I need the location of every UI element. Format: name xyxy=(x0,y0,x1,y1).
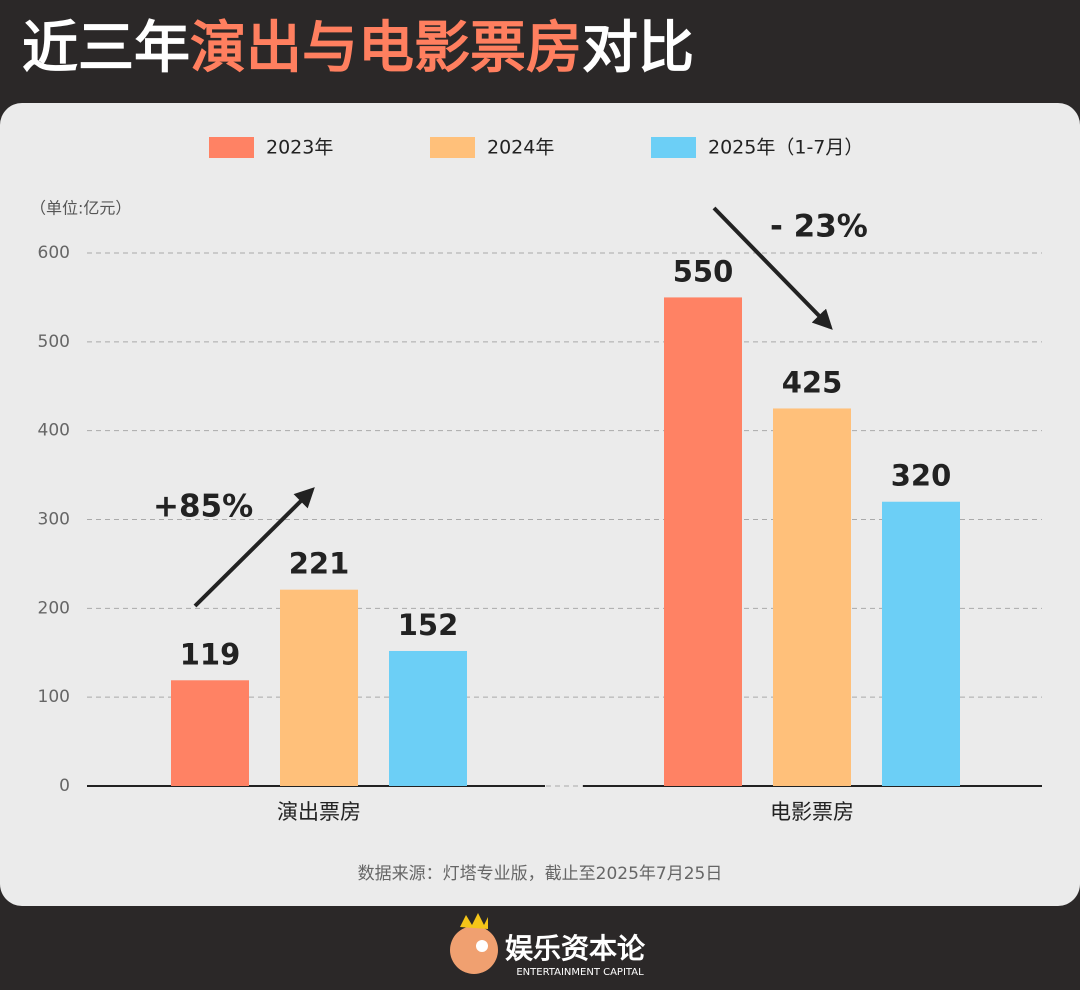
unit-label: （单位:亿元） xyxy=(30,199,131,218)
chart-title: 近三年演出与电影票房对比 xyxy=(22,16,694,81)
legend-swatch xyxy=(651,137,696,158)
x-tick-label: 演出票房 xyxy=(277,800,361,824)
bar xyxy=(773,408,851,786)
value-label: 425 xyxy=(782,365,843,399)
brand: 娱乐资本论 xyxy=(505,932,646,965)
legend-swatch xyxy=(430,137,475,158)
y-tick-label: 300 xyxy=(38,510,70,530)
y-tick-label: 400 xyxy=(38,421,70,441)
bar xyxy=(882,501,960,786)
value-label: 119 xyxy=(180,637,241,671)
y-tick-label: 600 xyxy=(38,243,70,263)
legend-swatch xyxy=(209,137,254,158)
arrow xyxy=(193,487,315,608)
title-part: 近三年 xyxy=(22,16,190,81)
value-label: 152 xyxy=(398,608,459,642)
value-label: 320 xyxy=(891,459,952,493)
bar xyxy=(171,680,249,786)
brand-subtitle: ENTERTAINMENT CAPITAL xyxy=(516,967,644,978)
legend-label: 2025年（1-7月） xyxy=(708,137,863,159)
title-part: 对比 xyxy=(582,16,694,81)
value-label: 550 xyxy=(673,254,734,288)
title-part: 演出与电影票房 xyxy=(190,16,582,81)
value-label: 221 xyxy=(289,547,350,581)
legend-label: 2024年 xyxy=(487,137,554,159)
annotation: +85% xyxy=(153,489,253,525)
source: 数据来源：灯塔专业版，截止至2025年7月25日 xyxy=(358,864,723,884)
bar xyxy=(280,589,358,786)
y-tick-label: 200 xyxy=(38,598,70,618)
y-tick-label: 500 xyxy=(38,332,70,352)
logo xyxy=(450,913,498,974)
annotation: - 23% xyxy=(770,209,868,245)
legend-label: 2023年 xyxy=(266,137,333,159)
y-tick-label: 100 xyxy=(38,687,70,707)
arrow xyxy=(712,206,833,330)
bar xyxy=(664,297,742,786)
y-tick-label: 0 xyxy=(59,776,70,796)
bar xyxy=(389,650,467,786)
x-tick-label: 电影票房 xyxy=(770,800,854,824)
